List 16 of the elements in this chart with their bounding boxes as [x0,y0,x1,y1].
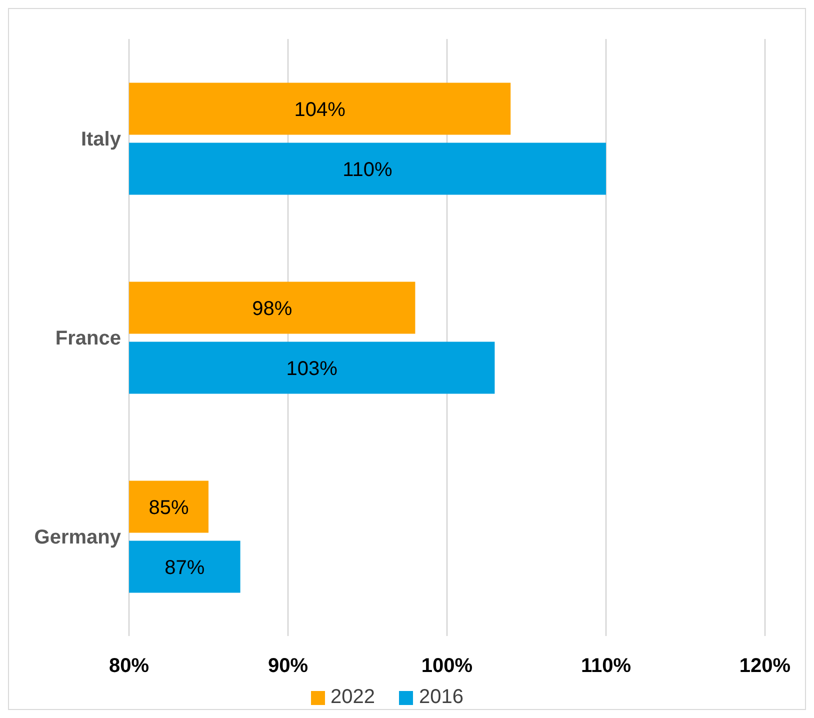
legend-label: 2022 [330,686,375,709]
data-label: 110% [342,158,393,181]
x-tick-label: 100% [421,655,473,678]
data-label: 103% [286,358,338,380]
y-tick-label: France [55,328,121,350]
y-tick-label: Italy [80,128,122,151]
data-label: 87% [164,556,205,579]
x-tick-label: 110% [580,655,632,678]
x-tick-label: 80% [108,655,150,678]
data-label: 104% [294,98,346,121]
x-tick-label: 90% [268,655,308,678]
x-tick-label: 120% [739,655,791,678]
data-label: 85% [148,496,189,519]
y-tick-label: Germany [34,526,122,549]
legend-label: 2016 [418,686,464,709]
data-label: 98% [252,298,292,320]
